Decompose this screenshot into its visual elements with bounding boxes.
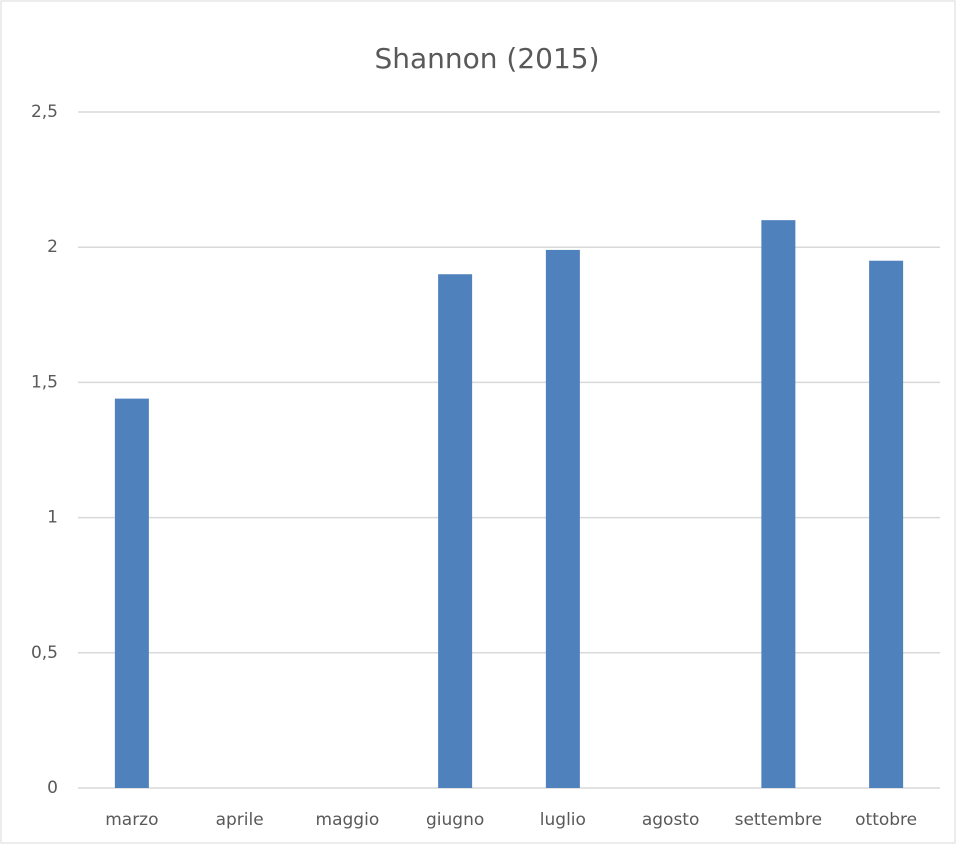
- x-tick-label: ottobre: [855, 810, 917, 830]
- chart-title: Shannon (2015): [374, 42, 599, 75]
- y-tick-label: 1,5: [31, 372, 58, 392]
- bar: [545, 249, 580, 789]
- x-tick-label: maggio: [316, 810, 380, 830]
- y-tick-label: 2: [47, 237, 58, 257]
- x-tick-label: settembre: [735, 810, 823, 830]
- x-tick-label: giugno: [426, 810, 484, 830]
- bar: [114, 398, 149, 788]
- x-tick-label: marzo: [105, 810, 158, 830]
- y-tick-label: 1: [47, 508, 58, 528]
- y-tick-label: 2,5: [31, 102, 58, 122]
- y-tick-label: 0,5: [31, 643, 58, 663]
- x-tick-label: luglio: [540, 810, 586, 830]
- bar: [438, 274, 473, 788]
- bar: [869, 260, 904, 789]
- y-tick-label: 0: [47, 778, 58, 798]
- bar: [761, 220, 796, 788]
- x-tick-label: agosto: [642, 810, 700, 830]
- x-tick-label: aprile: [216, 810, 264, 830]
